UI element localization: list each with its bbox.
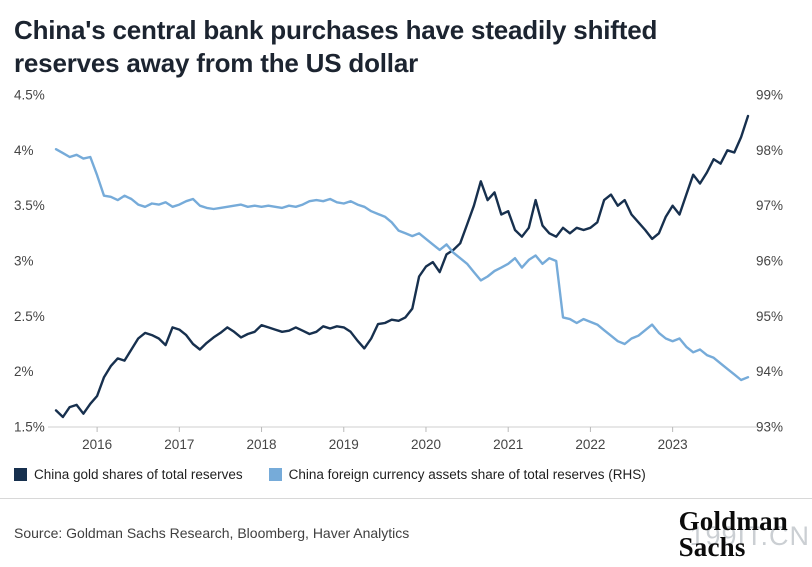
logo-line-2: Sachs <box>678 531 746 562</box>
gold-share-line <box>54 114 750 419</box>
x-axis-tick-label: 2019 <box>329 437 359 452</box>
left-axis-tick-label: 1.5% <box>14 420 45 435</box>
right-axis-tick-label: 96% <box>756 254 783 269</box>
legend-swatch-gold <box>14 468 27 481</box>
legend-swatch-fx <box>268 468 282 481</box>
x-axis-tick-label: 2016 <box>82 437 112 452</box>
left-axis-tick-label: 2% <box>14 364 34 379</box>
x-axis-tick-label: 2020 <box>411 437 441 452</box>
left-axis-tick-label: 3% <box>14 254 34 269</box>
left-axis-tick-label: 3.5% <box>14 198 45 213</box>
legend-label-gold: China gold shares of total reserves <box>34 467 243 482</box>
x-axis-tick-label: 2023 <box>658 437 688 452</box>
legend-item-fx: China foreign currency assets share of t… <box>268 467 646 482</box>
right-axis-tick-label: 99% <box>756 88 783 103</box>
chart-legend: China gold shares of total reserves Chin… <box>0 461 812 482</box>
watermark: 199IT.CN <box>689 521 810 551</box>
right-axis-tick-label: 94% <box>756 364 783 379</box>
goldman-sachs-logo: Goldman Sachs <box>678 506 798 562</box>
x-axis-tick-label: 2021 <box>493 437 523 452</box>
fx-share-line <box>54 147 750 382</box>
right-axis-tick-label: 93% <box>756 420 783 435</box>
logo-line-1: Goldman <box>678 506 788 536</box>
left-axis-tick-label: 4.5% <box>14 88 45 103</box>
left-axis-tick-label: 2.5% <box>14 309 45 324</box>
legend-item-gold: China gold shares of total reserves <box>14 467 243 482</box>
left-axis-tick-label: 4% <box>14 143 34 158</box>
right-axis-tick-label: 97% <box>756 198 783 213</box>
right-axis-tick-label: 98% <box>756 143 783 158</box>
x-axis-tick-label: 2017 <box>164 437 194 452</box>
line-chart: 1.5% 2% 2.5% 3% 3.5% 4% 4.5% 93% 94% 95% 96% 97% 98%… <box>14 88 783 453</box>
chart-title: China's central bank purchases have stea… <box>14 15 658 78</box>
legend-label-fx: China foreign currency assets share of t… <box>288 467 646 482</box>
x-axis-tick-label: 2018 <box>247 437 277 452</box>
source-text: Source: Goldman Sachs Research, Bloomber… <box>14 525 410 541</box>
x-axis-tick-label: 2022 <box>575 437 605 452</box>
chart-footer: Source: Goldman Sachs Research, Bloomber… <box>0 498 812 560</box>
right-axis-tick-label: 95% <box>756 309 783 324</box>
